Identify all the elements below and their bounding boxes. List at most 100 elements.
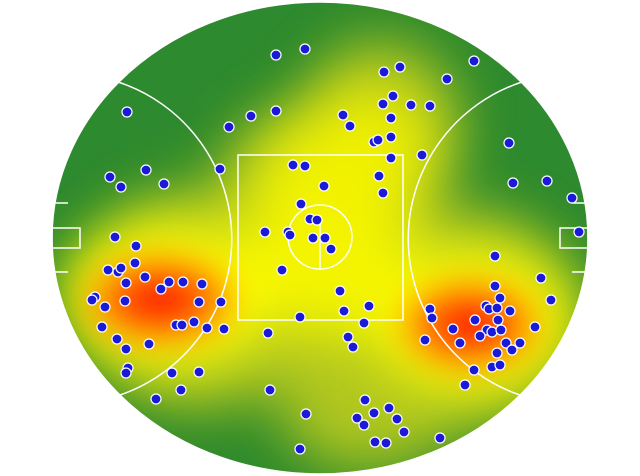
point [130,240,142,252]
point [434,432,446,444]
point [214,163,226,175]
point [491,347,503,359]
point [373,170,385,182]
point [573,226,585,238]
point [109,231,121,243]
point [175,384,187,396]
point [111,333,123,345]
point [245,110,257,122]
point [545,294,557,306]
point [223,121,235,133]
point [270,105,282,117]
point [307,232,319,244]
point [119,295,131,307]
point [139,271,151,283]
point [99,301,111,313]
point [294,443,306,455]
point [541,175,553,187]
point [344,120,356,132]
point [454,337,466,349]
point [102,264,114,276]
point [378,66,390,78]
point [193,296,205,308]
point [262,327,274,339]
point [424,100,436,112]
point [426,312,438,324]
point [264,384,276,396]
point [441,73,453,85]
point [503,137,515,149]
point [494,359,506,371]
point [419,334,431,346]
point [334,285,346,297]
point [342,331,354,343]
point [215,296,227,308]
point [358,317,370,329]
points [86,43,585,455]
point [86,294,98,306]
point [468,55,480,67]
point [129,257,141,269]
point [459,379,471,391]
point [387,90,399,102]
point [506,344,518,356]
point [500,337,512,349]
point [299,160,311,172]
point [507,177,519,189]
point [351,412,363,424]
point [495,324,507,336]
point [337,109,349,121]
point [311,214,323,226]
point [363,300,375,312]
point [385,152,397,164]
point [259,226,271,238]
point [276,264,288,276]
point [140,164,152,176]
point [469,314,481,326]
point [398,426,410,438]
point [416,149,428,161]
point [104,171,116,183]
point [163,276,175,288]
point [380,437,392,449]
point [385,131,397,143]
point [120,277,132,289]
point [299,43,311,55]
point [120,367,132,379]
point [504,305,516,317]
point [369,436,381,448]
point [177,276,189,288]
point [491,302,503,314]
point [294,311,306,323]
point [196,278,208,290]
point [300,408,312,420]
point [143,338,155,350]
point [193,366,205,378]
point [284,229,296,241]
point [394,61,406,73]
point [468,364,480,376]
point [359,394,371,406]
point [318,180,330,192]
point [120,343,132,355]
point [492,314,504,326]
point [155,283,167,295]
point [377,187,389,199]
point [158,178,170,190]
point [338,305,350,317]
point [368,407,380,419]
point [486,326,498,338]
point [535,272,547,284]
point [115,262,127,274]
point [188,316,200,328]
point [176,319,188,331]
point [96,321,108,333]
point [391,413,403,425]
point [121,106,133,118]
point [295,198,307,210]
point [325,243,337,255]
point [218,323,230,335]
point [358,419,370,431]
